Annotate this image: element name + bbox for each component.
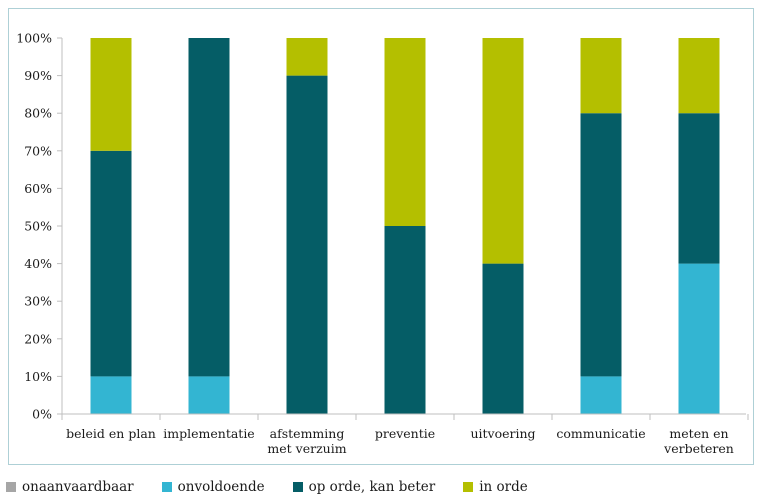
- bar-segment: [384, 38, 426, 226]
- x-category-label-line: verbeteren: [663, 441, 734, 456]
- x-category-label: communicatie: [556, 426, 645, 441]
- x-category-label-line: uitvoering: [470, 426, 535, 441]
- bar-segment: [678, 263, 720, 414]
- bar-segment: [188, 38, 230, 377]
- x-category-label: implementatie: [163, 426, 254, 441]
- y-tick-label: 20%: [24, 331, 52, 346]
- legend-item-onaanvaardbaar: onaanvaardbaar: [6, 479, 134, 495]
- stacked-bar-chart: 0% 10% 20% 30% 40% 50% 60% 70% 80% 90% 100% beleid …: [16, 31, 749, 456]
- y-tick-label: 10%: [24, 369, 52, 384]
- bar-segment: [580, 376, 622, 414]
- legend-swatch-in-orde: [463, 482, 474, 492]
- x-category-label-line: meten en: [669, 426, 728, 441]
- bar-segment: [580, 113, 622, 377]
- y-tick-label: 50%: [24, 219, 52, 234]
- x-category-label: afstemming met verzuim: [267, 426, 346, 456]
- bar-segment: [678, 38, 720, 114]
- y-tick-label: 60%: [24, 181, 52, 196]
- bar-segment: [384, 226, 426, 414]
- y-tick-label: 90%: [24, 68, 52, 83]
- x-category-label-line: preventie: [375, 426, 435, 441]
- x-category-label-line: afstemming: [270, 426, 345, 441]
- x-category-label-line: met verzuim: [267, 441, 346, 456]
- y-tick-label: 30%: [24, 294, 52, 309]
- legend-swatch-onvoldoende: [161, 482, 172, 492]
- x-category-label: uitvoering: [470, 426, 535, 441]
- x-category-label-line: communicatie: [556, 426, 645, 441]
- x-category-label-line: beleid en plan: [66, 426, 156, 441]
- legend-label-in-orde: in orde: [479, 479, 528, 495]
- legend-item-onvoldoende: onvoldoende: [161, 479, 265, 495]
- bar-segment: [90, 376, 132, 414]
- bar-segment: [286, 38, 328, 76]
- bar-segment: [580, 38, 622, 114]
- y-tick-label: 100%: [16, 31, 52, 46]
- legend-swatch-onaanvaardbaar: [6, 482, 16, 492]
- bar-segment: [286, 75, 328, 414]
- bar-segment: [90, 38, 132, 151]
- bar-segment: [188, 376, 230, 414]
- x-category-label: meten en verbeteren: [663, 426, 734, 456]
- bar-segment: [482, 38, 524, 264]
- y-tick-label: 80%: [24, 106, 52, 121]
- legend-swatch-op-orde-kan-beter: [292, 482, 303, 492]
- chart-legend: onaanvaardbaar onvoldoende op orde, kan …: [6, 478, 556, 496]
- bar-segment: [678, 113, 720, 264]
- y-tick-label: 40%: [24, 256, 52, 271]
- x-category-label-line: implementatie: [163, 426, 254, 441]
- y-tick-label: 0%: [32, 407, 52, 422]
- legend-item-op-orde-kan-beter: op orde, kan beter: [292, 479, 436, 495]
- bar-segment: [90, 150, 132, 377]
- legend-label-op-orde-kan-beter: op orde, kan beter: [308, 479, 436, 495]
- x-category-label: beleid en plan: [66, 426, 156, 441]
- legend-item-in-orde: in orde: [463, 479, 528, 495]
- legend-label-onaanvaardbaar: onaanvaardbaar: [22, 479, 134, 495]
- chart-frame: [8, 8, 754, 465]
- y-tick-label: 70%: [24, 143, 52, 158]
- legend-label-onvoldoende: onvoldoende: [177, 479, 265, 495]
- bar-segment: [482, 263, 524, 414]
- x-category-label: preventie: [375, 426, 435, 441]
